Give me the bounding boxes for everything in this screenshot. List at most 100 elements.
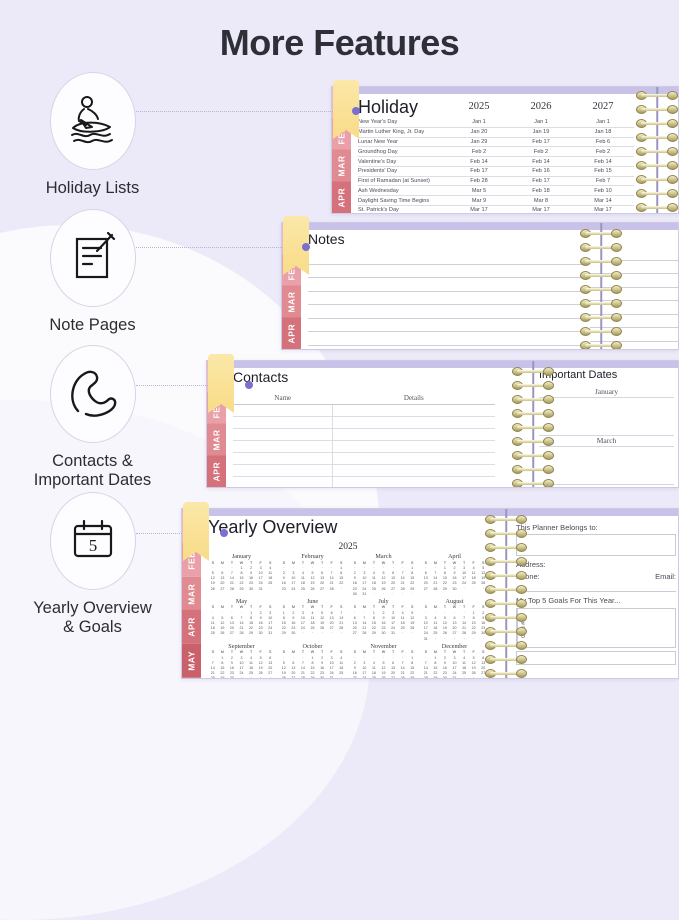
- note-ruled-line[interactable]: [590, 274, 678, 288]
- day-cell[interactable]: 12: [320, 615, 325, 620]
- day-cell[interactable]: 10: [462, 570, 467, 575]
- day-cell[interactable]: 3: [463, 565, 466, 570]
- day-cell[interactable]: 18: [268, 576, 273, 581]
- goal-2-box[interactable]: [516, 651, 676, 665]
- day-cell[interactable]: 19: [310, 581, 315, 586]
- day-cell[interactable]: 6: [453, 615, 456, 620]
- day-cell[interactable]: 12: [310, 576, 315, 581]
- day-cell[interactable]: 5: [411, 610, 414, 615]
- day-cell[interactable]: 12: [220, 621, 225, 626]
- day-cell[interactable]: 8: [443, 570, 446, 575]
- day-cell[interactable]: 18: [310, 621, 315, 626]
- day-cell[interactable]: 3: [259, 565, 262, 570]
- day-cell[interactable]: 8: [472, 615, 475, 620]
- day-cell[interactable]: 27: [268, 671, 273, 676]
- day-cell[interactable]: 24: [462, 581, 467, 586]
- day-cell[interactable]: 23: [381, 626, 386, 631]
- note-ruled-line[interactable]: [308, 332, 583, 346]
- day-cell[interactable]: 14: [400, 576, 405, 581]
- day-cell[interactable]: 19: [481, 576, 486, 581]
- day-cell[interactable]: 14: [433, 576, 438, 581]
- day-cell[interactable]: 6: [392, 660, 395, 665]
- day-cell[interactable]: 26: [481, 581, 486, 586]
- day-cell[interactable]: 6: [321, 570, 324, 575]
- day-cell[interactable]: 1: [282, 610, 285, 615]
- day-cell[interactable]: 21: [300, 671, 305, 676]
- day-cell[interactable]: 27: [481, 671, 486, 676]
- day-cell[interactable]: 23: [229, 671, 234, 676]
- day-cell[interactable]: 16: [352, 581, 357, 586]
- day-cell[interactable]: 1: [240, 565, 243, 570]
- day-cell[interactable]: 11: [372, 576, 376, 581]
- day-cell[interactable]: 17: [462, 576, 467, 581]
- day-cell[interactable]: 29: [471, 631, 476, 636]
- day-cell[interactable]: 16: [381, 621, 386, 626]
- note-ruled-line[interactable]: [308, 292, 583, 305]
- day-cell[interactable]: 30: [442, 676, 447, 679]
- day-cell[interactable]: 30: [481, 631, 486, 636]
- day-cell[interactable]: 29: [433, 676, 438, 679]
- day-cell[interactable]: 19: [381, 671, 386, 676]
- day-cell[interactable]: 7: [424, 660, 427, 665]
- day-cell[interactable]: 8: [372, 615, 375, 620]
- day-cell[interactable]: 24: [362, 586, 367, 591]
- day-cell[interactable]: 22: [471, 626, 476, 631]
- day-cell[interactable]: 24: [300, 626, 305, 631]
- day-cell[interactable]: 26: [310, 586, 315, 591]
- day-cell[interactable]: 4: [301, 570, 304, 575]
- day-cell[interactable]: 4: [269, 565, 272, 570]
- day-cell[interactable]: 6: [221, 570, 224, 575]
- day-cell[interactable]: 9: [259, 615, 262, 620]
- day-cell[interactable]: 17: [258, 576, 263, 581]
- day-cell[interactable]: 8: [311, 660, 314, 665]
- day-cell[interactable]: 2: [230, 655, 233, 660]
- day-cell[interactable]: 18: [300, 581, 305, 586]
- day-cell[interactable]: 7: [340, 610, 343, 615]
- note-ruled-line[interactable]: [308, 319, 583, 332]
- day-cell[interactable]: 6: [353, 615, 356, 620]
- day-cell[interactable]: 3: [424, 615, 427, 620]
- day-cell[interactable]: 29: [410, 586, 415, 591]
- day-cell[interactable]: 10: [300, 615, 305, 620]
- day-cell[interactable]: 22: [281, 626, 286, 631]
- day-cell[interactable]: 22: [339, 581, 344, 586]
- day-cell[interactable]: 14: [329, 576, 334, 581]
- day-cell[interactable]: 16: [229, 665, 234, 670]
- day-cell[interactable]: 10: [258, 570, 263, 575]
- day-cell[interactable]: 28: [423, 676, 428, 679]
- day-cell[interactable]: 21: [362, 626, 367, 631]
- day-cell[interactable]: 26: [442, 631, 447, 636]
- month-tab-apr[interactable]: APR: [332, 181, 351, 213]
- day-cell[interactable]: 10: [452, 660, 457, 665]
- month-tab-mar[interactable]: MAR: [207, 424, 226, 456]
- day-cell[interactable]: 13: [229, 621, 234, 626]
- day-cell[interactable]: 17: [291, 581, 296, 586]
- day-cell[interactable]: 9: [482, 615, 485, 620]
- day-cell[interactable]: 25: [268, 581, 273, 586]
- day-cell[interactable]: 19: [220, 626, 225, 631]
- day-cell[interactable]: 4: [250, 655, 253, 660]
- day-cell[interactable]: 17: [423, 626, 428, 631]
- day-cell[interactable]: 25: [339, 671, 344, 676]
- day-cell[interactable]: 20: [391, 671, 396, 676]
- day-cell[interactable]: 7: [363, 615, 366, 620]
- day-cell[interactable]: 21: [229, 581, 234, 586]
- day-cell[interactable]: 1: [221, 655, 224, 660]
- day-cell[interactable]: 23: [320, 671, 325, 676]
- note-ruled-line[interactable]: [590, 301, 678, 315]
- day-cell[interactable]: 21: [400, 671, 405, 676]
- day-cell[interactable]: 18: [371, 671, 376, 676]
- day-cell[interactable]: 30: [320, 676, 325, 679]
- day-cell[interactable]: 1: [472, 610, 475, 615]
- day-cell[interactable]: 30: [381, 631, 386, 636]
- day-cell[interactable]: 3: [240, 655, 243, 660]
- day-cell[interactable]: 12: [410, 615, 415, 620]
- day-cell[interactable]: 6: [269, 655, 272, 660]
- day-cell[interactable]: 14: [423, 665, 428, 670]
- month-tab-apr[interactable]: APR: [282, 317, 301, 349]
- day-cell[interactable]: 4: [211, 615, 214, 620]
- day-cell[interactable]: 29: [249, 631, 254, 636]
- day-cell[interactable]: 27: [452, 631, 457, 636]
- day-cell[interactable]: 31: [329, 676, 334, 679]
- day-cell[interactable]: 2: [353, 660, 356, 665]
